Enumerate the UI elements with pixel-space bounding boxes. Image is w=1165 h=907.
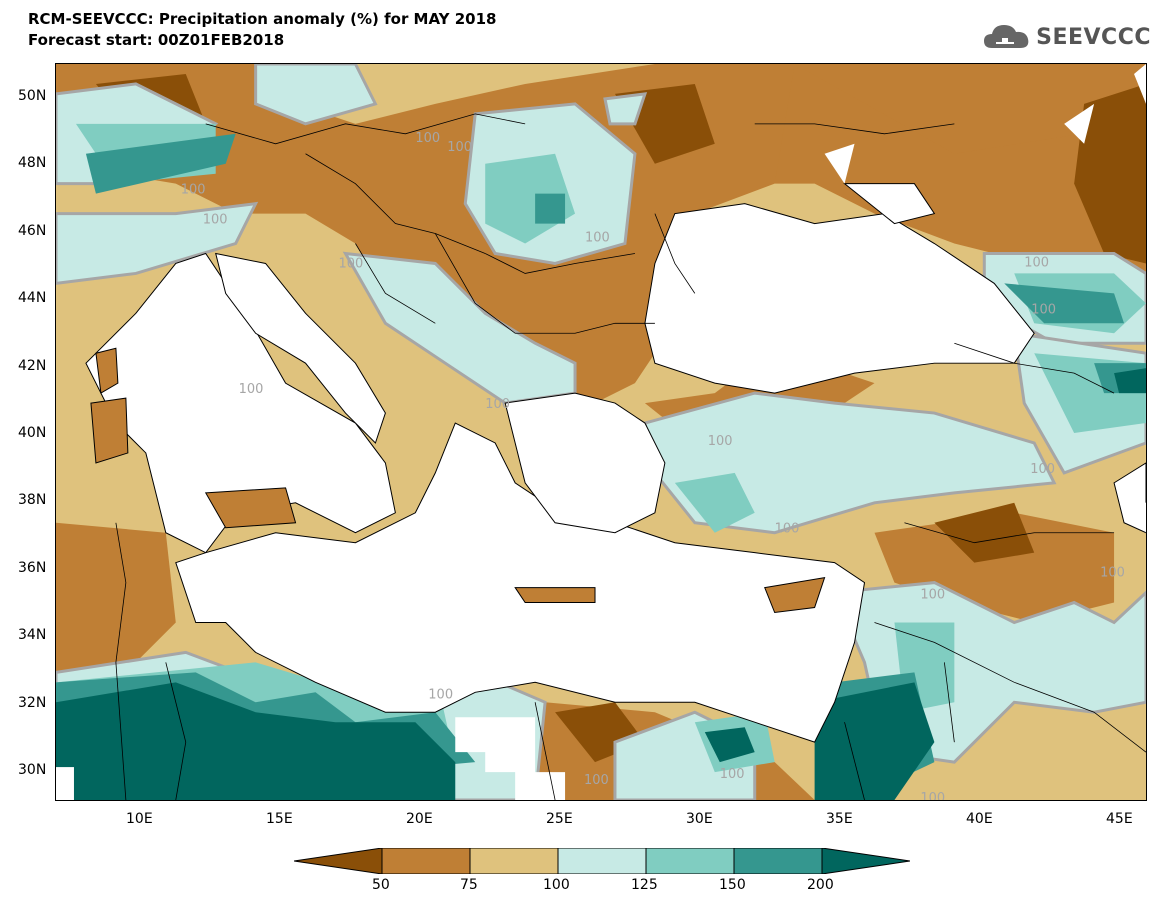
corsica — [95, 347, 119, 394]
lat-label: 50N — [18, 88, 47, 104]
colorbar-label: 150 — [719, 877, 746, 893]
lon-label: 25E — [546, 811, 573, 827]
adriatic-sea — [215, 252, 386, 444]
lon-label: 15E — [266, 811, 293, 827]
seas — [85, 183, 1146, 743]
contour-label: 100 — [920, 588, 945, 603]
logo-text: SEEVCCC — [1036, 24, 1151, 50]
lat-label: 48N — [18, 155, 47, 171]
lon-label: 20E — [406, 811, 433, 827]
country-borders — [115, 113, 1146, 800]
contour-label: 100 — [1024, 255, 1049, 270]
colorbar-segment — [733, 848, 823, 874]
contour-label: 100 — [1031, 302, 1056, 317]
colorbar-segment — [294, 848, 383, 874]
black-sea — [644, 203, 1035, 394]
colorbar-label: 75 — [460, 877, 478, 893]
colorbar-label: 125 — [631, 877, 658, 893]
contour-labels: 100 100 100 100 100 100 100 100 100 100 … — [181, 131, 1125, 801]
anomaly-map: 100 100 100 100 100 100 100 100 100 100 … — [55, 63, 1147, 801]
colorbar-label: 200 — [807, 877, 834, 893]
lat-label: 42N — [18, 358, 47, 374]
colorbar-segment — [645, 848, 735, 874]
contour-label: 100 — [1030, 462, 1055, 477]
contour-label: 100 — [447, 140, 472, 155]
lon-label: 45E — [1106, 811, 1133, 827]
contour-label: 100 — [239, 382, 264, 397]
map-title: RCM-SEEVCCC: Precipitation anomaly (%) f… — [28, 10, 497, 28]
contour-label: 100 — [584, 773, 609, 788]
cyprus — [764, 576, 826, 614]
contour-label: 100 — [485, 397, 510, 412]
cloud-icon — [984, 25, 1029, 48]
crete — [514, 587, 596, 604]
lon-label: 40E — [966, 811, 993, 827]
contour-label: 100 — [920, 791, 945, 801]
aegean-sea — [504, 392, 666, 534]
colorbar-segment — [557, 848, 647, 874]
colorbar-segment — [381, 848, 471, 874]
lat-label: 46N — [18, 223, 47, 239]
forecast-start: Forecast start: 00Z01FEB2018 — [28, 31, 285, 49]
contour-label: 100 — [775, 522, 800, 537]
lon-label: 35E — [826, 811, 853, 827]
lat-label: 36N — [18, 560, 47, 576]
sardinia — [90, 397, 129, 464]
contour-label: 100 — [585, 231, 610, 246]
islands — [90, 347, 826, 614]
sea-of-azov — [843, 183, 936, 225]
contour-label: 100 — [415, 131, 440, 146]
lon-label: 30E — [686, 811, 713, 827]
colorbar — [294, 848, 910, 874]
lat-label: 44N — [18, 290, 47, 306]
colorbar-segment — [821, 848, 910, 874]
eastern-mediterranean — [175, 422, 866, 743]
contour-label: 100 — [203, 213, 228, 228]
lat-label: 32N — [18, 695, 47, 711]
lat-label: 34N — [18, 627, 47, 643]
lon-label: 10E — [126, 811, 153, 827]
contour-label: 100 — [428, 687, 453, 702]
contour-label: 100 — [1100, 566, 1125, 581]
contour-label: 100 — [708, 434, 733, 449]
contour-label: 100 — [181, 183, 206, 198]
colorbar-label: 100 — [543, 877, 570, 893]
colorbar-segment — [469, 848, 559, 874]
seevccc-logo: SEEVCCC — [982, 20, 1151, 54]
extreme-wet-regions — [56, 368, 1146, 800]
colorbar-label: 50 — [372, 877, 390, 893]
sicily — [204, 487, 297, 529]
contour-label: 100 — [720, 767, 745, 782]
lat-label: 38N — [18, 492, 47, 508]
lat-label: 30N — [18, 762, 47, 778]
missing-data — [56, 64, 1146, 800]
contour-label: 100 — [338, 256, 363, 271]
lat-label: 40N — [18, 425, 47, 441]
